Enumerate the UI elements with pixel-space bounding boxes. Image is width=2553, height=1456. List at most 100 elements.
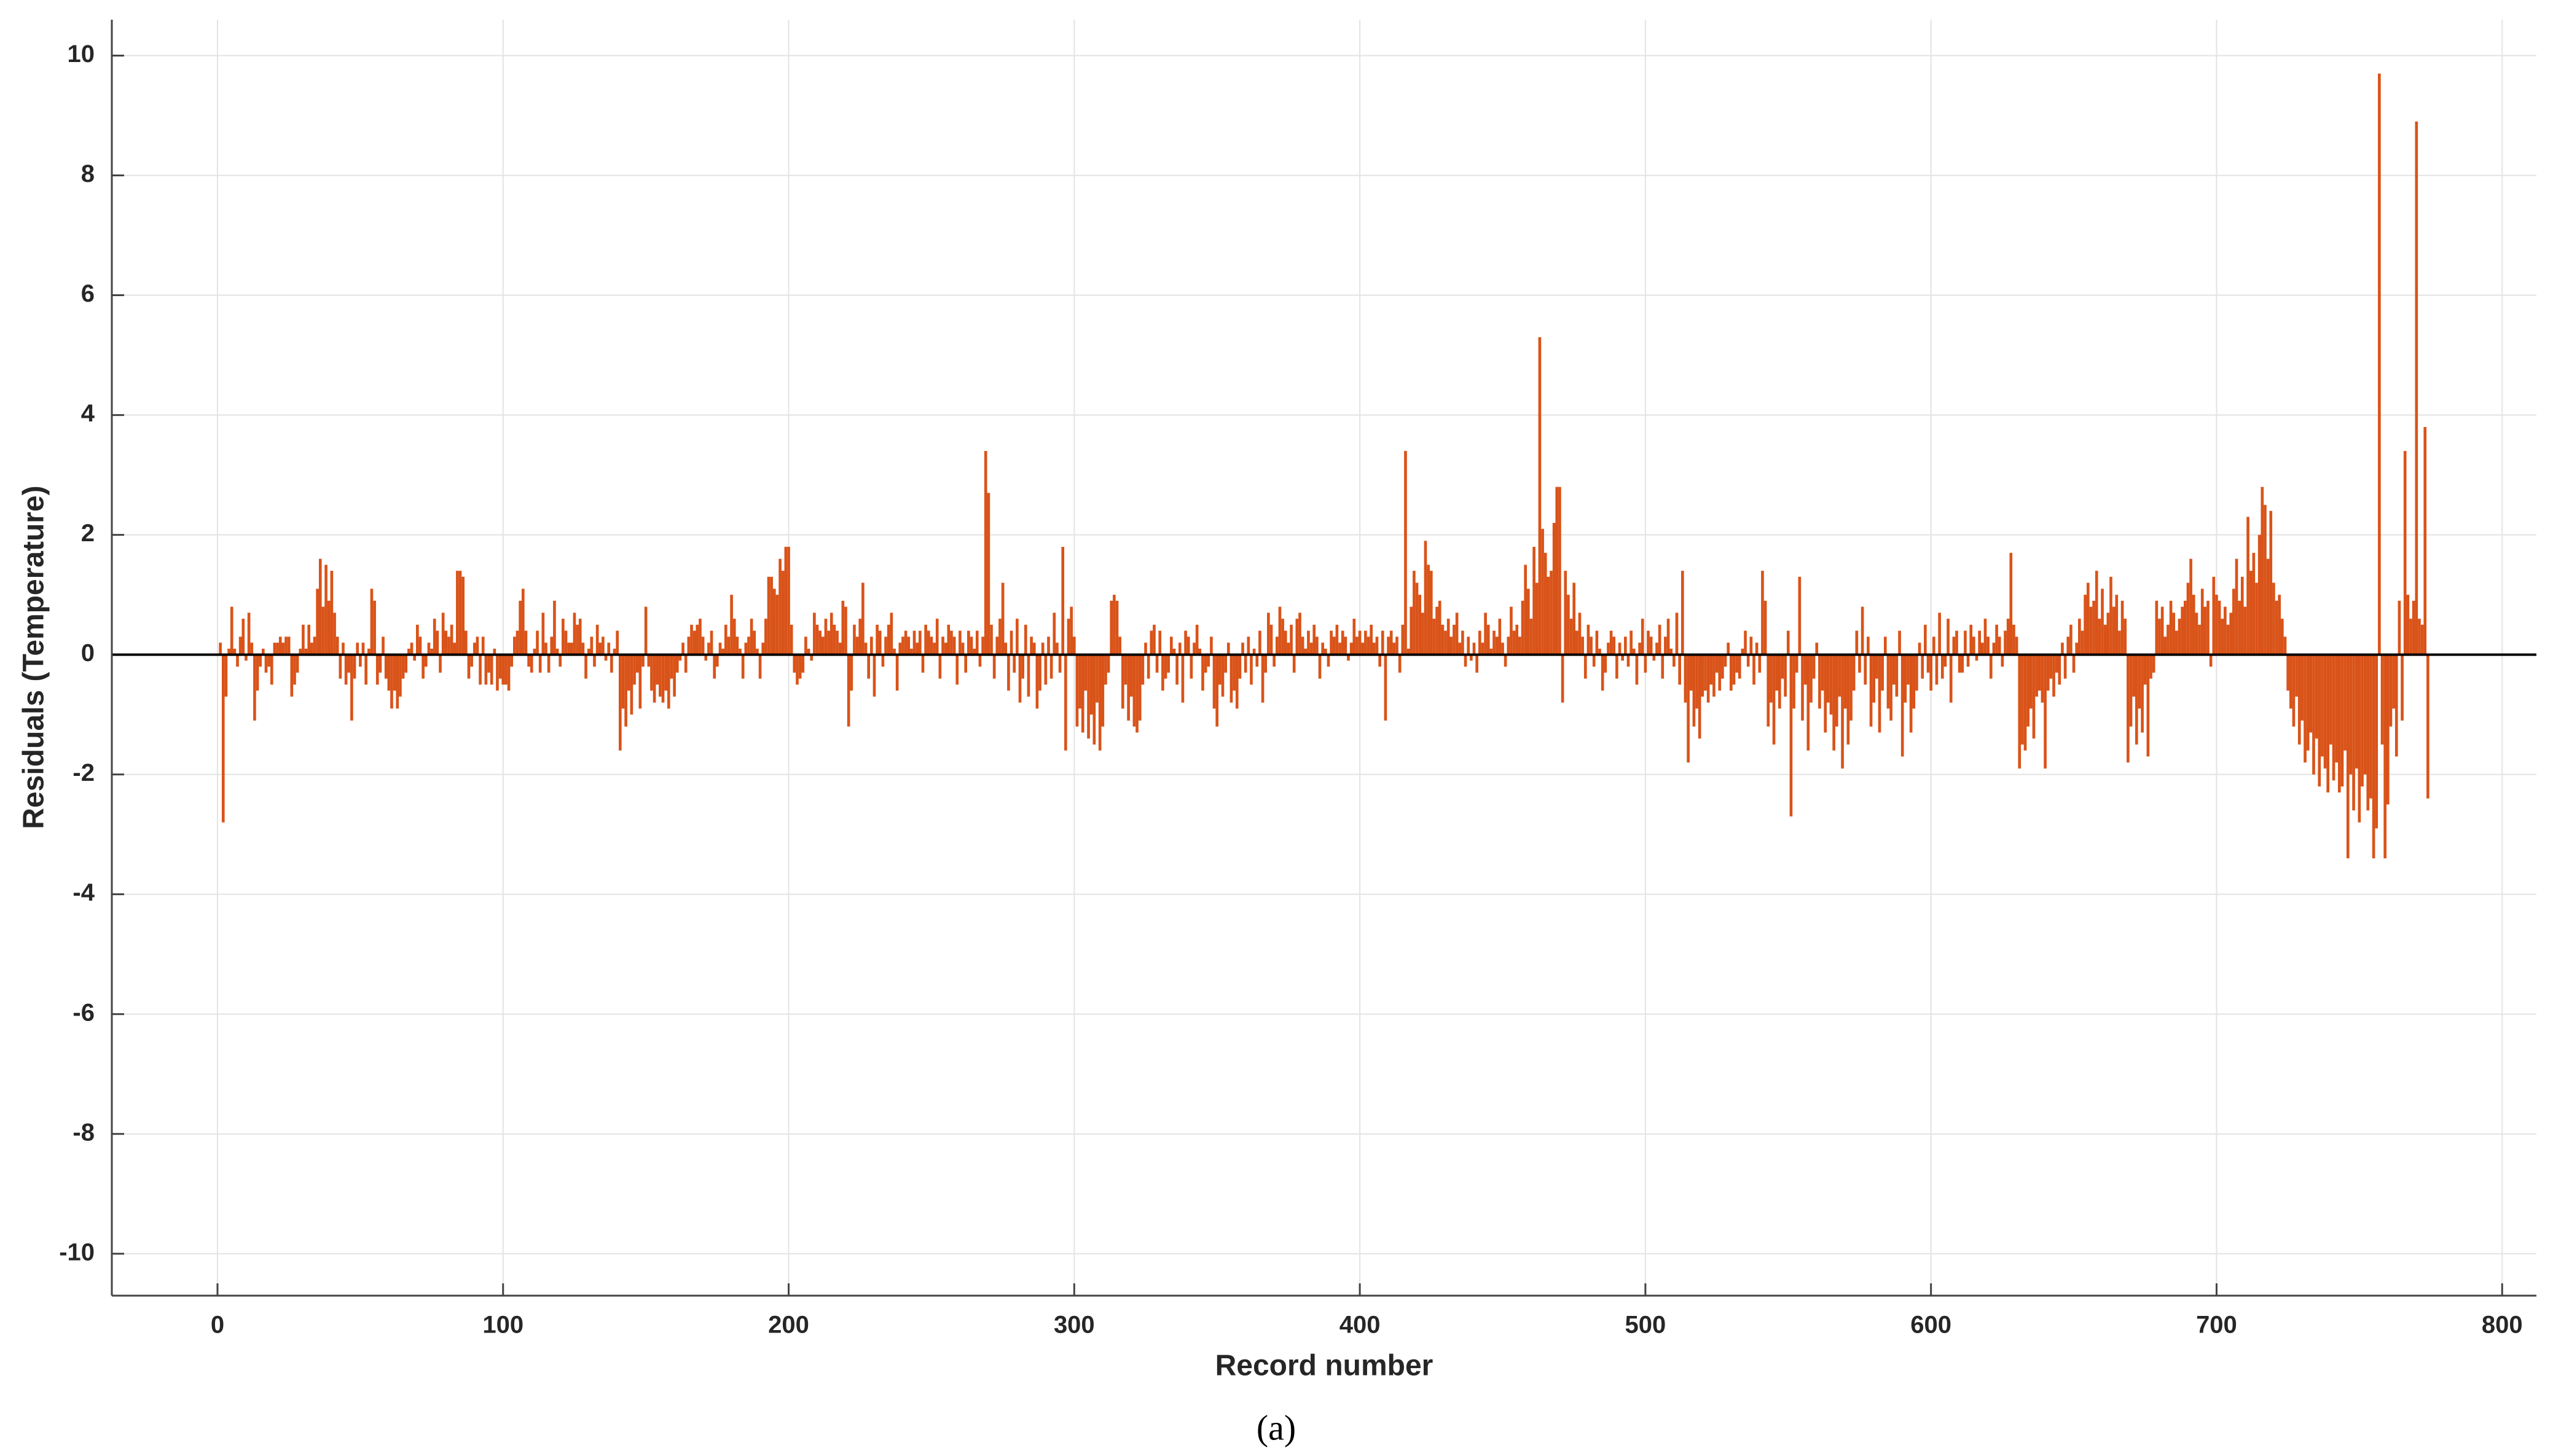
bar (1049, 654, 1053, 679)
bar (701, 636, 705, 655)
bar (756, 648, 759, 655)
bar (1027, 654, 1030, 697)
bar (2240, 576, 2244, 655)
bar (2141, 654, 2144, 733)
bar (2189, 558, 2192, 655)
bar (1298, 613, 1301, 655)
bar (1638, 643, 1641, 655)
bar (2418, 619, 2421, 655)
bar (1827, 654, 1830, 703)
bar (1056, 643, 1059, 655)
bar (1247, 636, 1250, 655)
bar (1058, 654, 1062, 673)
bar (1087, 654, 1090, 739)
bar (1030, 636, 1033, 655)
bar (1763, 600, 1767, 655)
bar (2129, 654, 2133, 727)
bar (2406, 595, 2410, 655)
bar (373, 600, 376, 655)
bar (2106, 613, 2110, 655)
bar (1273, 654, 1276, 667)
bar (761, 643, 765, 655)
bar (227, 648, 230, 655)
bar (1241, 643, 1244, 655)
bar (439, 654, 442, 673)
bar (2066, 636, 2070, 655)
bar (1250, 654, 1253, 685)
bar (1889, 654, 1892, 721)
bar (1341, 630, 1344, 655)
bar (1207, 654, 1210, 667)
bar (250, 643, 254, 655)
bar (1178, 643, 1182, 655)
bar (1292, 654, 1296, 673)
bar (567, 643, 570, 655)
bar (730, 595, 733, 655)
bar (1618, 643, 1622, 655)
bar (1666, 619, 1670, 655)
bar (1098, 654, 1102, 751)
bar (1401, 624, 1405, 655)
bar (1332, 636, 1336, 655)
bar (2089, 606, 2093, 655)
bar (1269, 624, 1273, 655)
bar (410, 643, 414, 655)
bar (624, 654, 627, 727)
bar (2312, 654, 2315, 775)
bar (333, 613, 336, 655)
bar (318, 558, 322, 655)
bar (721, 648, 724, 655)
bar (1938, 613, 1941, 655)
bar (1704, 654, 1707, 691)
bar (1453, 624, 1456, 655)
bar (1004, 643, 1008, 655)
bar (1669, 648, 1673, 655)
bar (1075, 654, 1079, 727)
bar (330, 571, 334, 655)
bar (1661, 654, 1665, 679)
bar (461, 576, 465, 655)
bar (2152, 654, 2155, 673)
bar (1964, 630, 1967, 655)
bar (1983, 619, 1987, 655)
bar (2269, 511, 2273, 655)
bar (1601, 654, 1604, 691)
bar (1849, 654, 1853, 721)
bar (1370, 624, 1373, 655)
bar (1864, 654, 1867, 685)
bar (2224, 606, 2227, 655)
bar (1815, 643, 1819, 655)
bar (501, 654, 505, 685)
bar (1883, 636, 1887, 655)
bar (2009, 552, 2013, 655)
bars (219, 73, 2429, 859)
bar (284, 636, 288, 655)
bar (1235, 654, 1239, 709)
bar (898, 643, 902, 655)
bar (1258, 630, 1261, 655)
bar (901, 636, 904, 655)
bar (1147, 654, 1150, 679)
bar (2281, 619, 2284, 655)
bar (304, 648, 308, 655)
bar (2086, 582, 2090, 655)
bar (1041, 643, 1045, 655)
bar (1201, 654, 1204, 691)
bar (1835, 654, 1838, 727)
bar (1798, 576, 1802, 655)
bar (2029, 654, 2033, 709)
bar (1898, 630, 1901, 655)
bar (470, 654, 473, 667)
bar (2286, 654, 2289, 691)
bar (2243, 606, 2247, 655)
bar (441, 613, 445, 655)
bar (1167, 654, 1171, 673)
bar (335, 636, 339, 655)
bar (2315, 654, 2318, 739)
bar (1712, 654, 1716, 697)
bar (1275, 636, 1279, 655)
bar (1578, 613, 1582, 655)
y-tick-label: 4 (81, 400, 95, 427)
bar (536, 630, 539, 655)
bar (858, 619, 862, 655)
